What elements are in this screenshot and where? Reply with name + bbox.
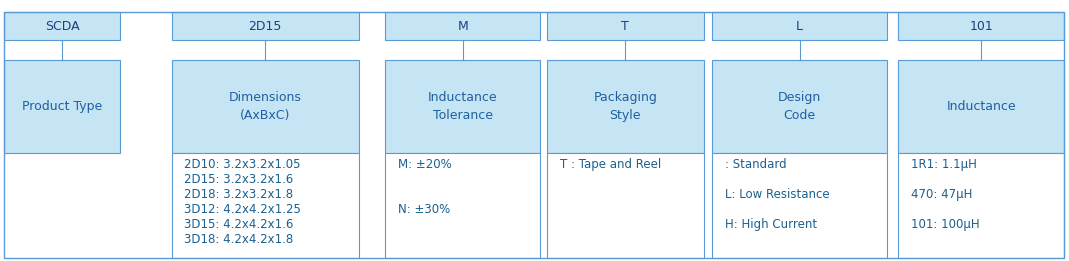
FancyBboxPatch shape [171,12,359,40]
FancyBboxPatch shape [546,12,704,40]
Text: Packaging
Style: Packaging Style [593,91,657,122]
Text: M: M [458,20,468,33]
FancyBboxPatch shape [386,12,540,40]
Text: 101: 101 [970,20,993,33]
Text: 3D18: 4.2x4.2x1.8: 3D18: 4.2x4.2x1.8 [185,233,294,246]
Text: 470: 47μH: 470: 47μH [911,188,973,201]
Text: 3D12: 4.2x4.2x1.25: 3D12: 4.2x4.2x1.25 [185,203,301,216]
FancyBboxPatch shape [712,153,887,258]
Text: 3D15: 4.2x4.2x1.6: 3D15: 4.2x4.2x1.6 [185,218,294,231]
Text: 2D15: 3.2x3.2x1.6: 2D15: 3.2x3.2x1.6 [185,173,294,186]
Text: T: T [621,20,630,33]
FancyBboxPatch shape [4,60,120,153]
Text: : Standard: : Standard [725,158,787,171]
Text: 1R1: 1.1μH: 1R1: 1.1μH [911,158,977,171]
Text: Design
Code: Design Code [778,91,821,122]
Text: Product Type: Product Type [21,100,103,113]
Text: Inductance
Tolerance: Inductance Tolerance [428,91,498,122]
Text: 2D10: 3.2x3.2x1.05: 2D10: 3.2x3.2x1.05 [185,158,300,171]
FancyBboxPatch shape [171,60,359,153]
Text: N: ±30%: N: ±30% [398,203,450,216]
Text: L: Low Resistance: L: Low Resistance [725,188,830,201]
Text: M: ±20%: M: ±20% [398,158,452,171]
FancyBboxPatch shape [4,12,120,40]
FancyBboxPatch shape [546,153,704,258]
Text: 2D18: 3.2x3.2x1.8: 2D18: 3.2x3.2x1.8 [185,188,294,201]
Text: L: L [796,20,803,33]
FancyBboxPatch shape [386,60,540,153]
FancyBboxPatch shape [898,60,1064,153]
FancyBboxPatch shape [171,153,359,258]
FancyBboxPatch shape [712,12,887,40]
FancyBboxPatch shape [546,60,704,153]
Text: 101: 100μH: 101: 100μH [911,218,980,231]
FancyBboxPatch shape [898,153,1064,258]
Text: Dimensions
(AxBxC): Dimensions (AxBxC) [229,91,301,122]
Text: H: High Current: H: High Current [725,218,818,231]
Text: SCDA: SCDA [45,20,79,33]
FancyBboxPatch shape [898,12,1064,40]
FancyBboxPatch shape [386,153,540,258]
FancyBboxPatch shape [712,60,887,153]
Text: 2D15: 2D15 [248,20,282,33]
Text: T : Tape and Reel: T : Tape and Reel [560,158,661,171]
Text: Inductance: Inductance [946,100,1017,113]
